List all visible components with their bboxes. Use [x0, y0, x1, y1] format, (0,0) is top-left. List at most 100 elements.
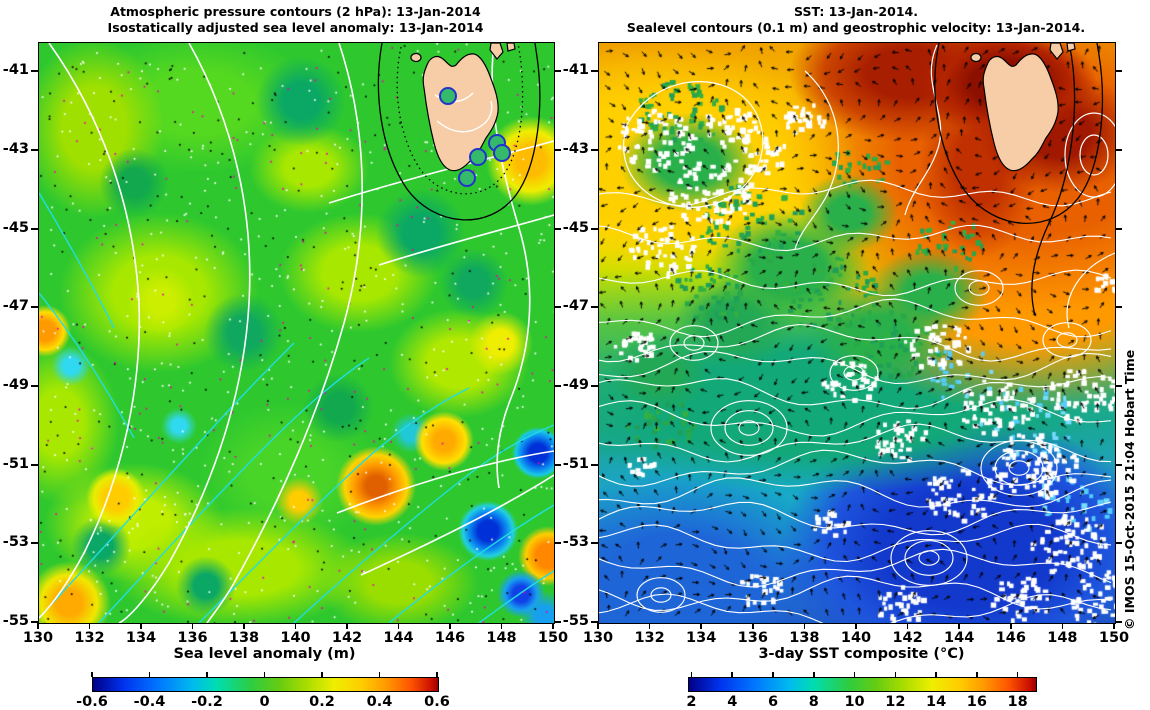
- right_panel-x-tickmark: [1113, 623, 1115, 629]
- eddy-contour-ring: [829, 355, 879, 391]
- tasmania-landmass: [410, 43, 516, 172]
- right_panel-cb-tick-label: 2: [686, 694, 697, 710]
- sealevel-contour-line: [599, 449, 1112, 487]
- left_panel-y-tickmark-right: [554, 621, 561, 623]
- right-title-line2: Sealevel contours (0.1 m) and geostrophi…: [626, 20, 1086, 35]
- sealevel-contour-line: [599, 501, 1112, 536]
- right-colorbar-label: 3-day SST composite (°C): [758, 646, 965, 662]
- eddy-contour-ring: [994, 450, 1044, 486]
- left_panel-y-tickmark: [31, 464, 38, 466]
- left_panel-cb-tick-label: -0.6: [76, 694, 108, 710]
- left_panel-x-tick-label: 130: [22, 630, 54, 646]
- right_panel-x-tickmark: [906, 623, 909, 629]
- left_panel-x-tickmark: [552, 623, 554, 629]
- right_panel-x-tickmark: [958, 623, 960, 629]
- left_panel-x-tickmark: [243, 623, 245, 629]
- right_panel-y-tickmark-right: [1115, 621, 1122, 623]
- eddy-contour-ring: [1056, 332, 1078, 348]
- left_panel-x-tick-label: 136: [177, 630, 208, 646]
- left_panel-x-tick-label: 142: [331, 630, 363, 646]
- right-panel-title: SST: 13-Jan-2014. Sealevel contours (0.1…: [598, 4, 1114, 36]
- left_panel-y-tick-label: -41: [2, 62, 29, 78]
- right_panel-cb-tickmark: [894, 672, 897, 677]
- right_panel-cb-tickmark: [1016, 672, 1019, 677]
- left_panel-x-tick-label: 140: [280, 630, 311, 646]
- eddy-contour-ring: [918, 550, 940, 566]
- eddy-contour-ring: [1008, 460, 1030, 476]
- left_panel-cb-tick-label: 0.4: [366, 694, 393, 710]
- left_panel-x-tick-label: 144: [383, 630, 414, 646]
- sealevel-contour-line: [599, 399, 1112, 437]
- right_panel-x-tickmark: [1061, 623, 1064, 629]
- eddy-contour-ring: [843, 365, 865, 381]
- right_panel-y-tickmark-right: [1115, 149, 1122, 151]
- left_panel-y-tickmark: [31, 621, 38, 623]
- sea-level-anomaly-map: [38, 42, 555, 624]
- right_panel-cb-tickmark: [690, 672, 693, 677]
- right_panel-y-tick-label: -47: [562, 298, 589, 315]
- cyan-sealevel-contours: [39, 192, 554, 623]
- tasmania-landmass: [970, 43, 1076, 172]
- right_panel-y-tickmark-right: [1115, 385, 1122, 387]
- imos-watermark: © IMOS 15-Oct-2015 21:04 Hobart Time: [1122, 349, 1137, 630]
- left_panel-x-tickmark: [346, 623, 348, 629]
- eddy-contour-ring: [1042, 322, 1092, 358]
- right_panel-y-tickmark: [591, 306, 598, 308]
- sealevel-contour-line: [599, 523, 1112, 563]
- right_panel-cb-tick-label: 14: [926, 694, 947, 710]
- right_panel-cb-tickmark: [976, 672, 978, 677]
- right_panel-x-tick-label: 140: [840, 630, 872, 646]
- left_panel-y-tick-label: -49: [2, 376, 29, 393]
- right_panel-y-tickmark-right: [1115, 228, 1122, 230]
- left_panel-x-tickmark: [397, 623, 400, 629]
- right_panel-cb-tickmark: [813, 672, 815, 677]
- eddy-contour-ring: [904, 540, 954, 576]
- right_panel-x-tick-label: 136: [737, 630, 768, 646]
- left_panel-x-tickmark: [191, 623, 194, 629]
- tide-gauge-stations: [439, 87, 511, 187]
- right_panel-y-tickmark: [591, 542, 598, 544]
- left_panel-y-tick-label: -45: [2, 219, 29, 236]
- eddy-contour-ring: [890, 530, 968, 586]
- right_panel-x-tickmark: [752, 623, 754, 629]
- right_panel-x-tickmark: [597, 623, 599, 629]
- right-contour-overlay: [599, 43, 1115, 623]
- right_panel-cb-tick-label: 10: [844, 694, 865, 710]
- left_panel-x-tickmark: [37, 623, 39, 629]
- right_panel-cb-tick-label: 16: [966, 694, 987, 710]
- eddy-contour-ring: [980, 440, 1058, 496]
- left_panel-cb-tickmark: [436, 672, 438, 677]
- right_panel-y-tick-label: -49: [562, 376, 589, 393]
- left_panel-y-tickmark: [31, 228, 38, 230]
- right_panel-cb-tick-label: 4: [727, 694, 738, 710]
- right_panel-y-tickmark: [591, 228, 598, 230]
- left_panel-y-tickmark-right: [554, 464, 561, 466]
- right_panel-y-tick-label: -41: [562, 62, 589, 78]
- eddy-contour-ring: [968, 280, 990, 296]
- right_panel-y-tickmark: [591, 464, 598, 466]
- left-title-line1: Atmospheric pressure contours (2 hPa): 1…: [110, 4, 481, 19]
- right_panel-cb-tick-label: 6: [767, 694, 779, 710]
- right_panel-x-tick-label: 138: [789, 630, 820, 646]
- right_panel-y-tickmark: [591, 70, 598, 72]
- left_panel-x-tick-label: 134: [125, 630, 157, 646]
- left_panel-y-tickmark-right: [554, 149, 561, 151]
- eddy-contour-ring: [683, 335, 705, 351]
- shelf-contours: [934, 43, 1104, 316]
- white-pressure-contours: [39, 43, 554, 623]
- right_panel-cb-tickmark: [772, 672, 774, 677]
- right-title-line1: SST: 13-Jan-2014.: [794, 4, 918, 19]
- left_panel-y-tickmark-right: [554, 542, 561, 544]
- sealevel-contour-line: [599, 179, 1112, 207]
- right_panel-cb-tickmark: [731, 672, 733, 677]
- sealevel-contour-line: [599, 323, 1112, 363]
- right_panel-cb-tickmark: [853, 672, 856, 677]
- left_panel-cb-tickmark: [378, 672, 381, 677]
- sealevel-contour-line: [599, 224, 1112, 252]
- left_panel-x-tickmark: [140, 623, 142, 629]
- right_panel-y-tickmark-right: [1115, 542, 1122, 544]
- left_panel-y-tickmark: [31, 306, 38, 308]
- eddy-contour-ring: [954, 270, 1004, 306]
- eddy-contour-ring: [650, 587, 672, 603]
- right_panel-x-tick-label: 130: [582, 630, 614, 646]
